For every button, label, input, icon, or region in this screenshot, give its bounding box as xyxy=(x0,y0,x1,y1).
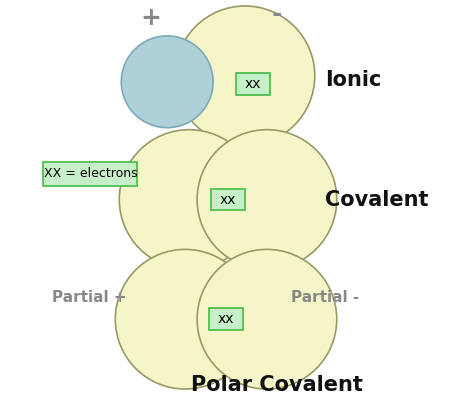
Text: Polar Covalent: Polar Covalent xyxy=(191,375,363,395)
Text: Partial +: Partial + xyxy=(52,290,127,305)
Text: xx: xx xyxy=(220,192,237,207)
Circle shape xyxy=(119,130,259,269)
Text: +: + xyxy=(141,6,162,30)
Circle shape xyxy=(197,130,337,269)
FancyBboxPatch shape xyxy=(236,73,270,95)
Circle shape xyxy=(197,249,337,389)
Text: Covalent: Covalent xyxy=(325,190,428,209)
Text: XX = electrons: XX = electrons xyxy=(44,167,137,180)
Text: Ionic: Ionic xyxy=(325,70,381,90)
Text: -: - xyxy=(272,2,282,26)
FancyBboxPatch shape xyxy=(211,189,245,211)
Text: xx: xx xyxy=(245,77,261,91)
Text: Partial -: Partial - xyxy=(291,290,359,305)
Text: xx: xx xyxy=(218,312,234,326)
Circle shape xyxy=(121,36,213,128)
FancyBboxPatch shape xyxy=(44,162,137,186)
Circle shape xyxy=(115,249,255,389)
FancyBboxPatch shape xyxy=(209,308,243,330)
Circle shape xyxy=(175,6,315,146)
